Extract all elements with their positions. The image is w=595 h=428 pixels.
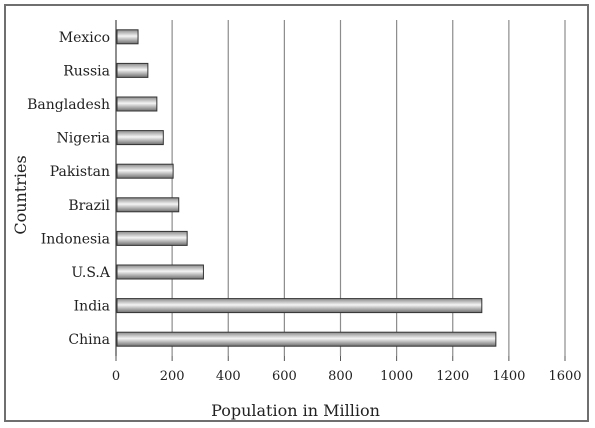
category-label: Bangladesh [27,97,110,113]
x-tick-label: 400 [216,369,241,384]
chart-frame [4,4,589,422]
bar-china [116,331,497,347]
category-label: China [68,332,110,348]
category-label: U.S.A [71,265,111,281]
category-label: Russia [63,63,110,79]
bar-india [116,298,483,314]
bar-indonesia [116,230,188,246]
y-axis-title: Countries [11,155,30,234]
bar-nigeria [116,130,164,146]
bar-brazil [116,197,180,213]
x-tick-label: 1400 [492,369,525,384]
x-tick-labels: 0 200 400 600 800 1000 1200 1400 1600 [112,369,582,384]
x-tick-label: 0 [112,369,120,384]
bar-bangladesh [116,96,158,112]
bar-pakistan [116,163,174,179]
category-label: Brazil [68,198,110,214]
x-tick-label: 800 [328,369,353,384]
x-tick-label: 1000 [380,369,413,384]
x-tick-label: 1600 [548,369,581,384]
category-labels: Mexico Russia Bangladesh Nigeria Pakistan Bra… [27,30,111,348]
x-axis-title: Population in Million [211,401,380,420]
bar-mexico [116,29,139,45]
category-label: Pakistan [50,164,110,180]
bar-u-s-a [116,264,204,280]
x-tick-label: 600 [272,369,297,384]
category-label: Indonesia [41,231,110,247]
category-label: Mexico [59,30,110,46]
category-label: Nigeria [57,131,111,147]
bar-russia [116,62,149,78]
category-label: India [74,299,110,315]
bars [116,29,497,347]
x-tick-label: 1200 [436,369,469,384]
x-tick-label: 200 [160,369,185,384]
